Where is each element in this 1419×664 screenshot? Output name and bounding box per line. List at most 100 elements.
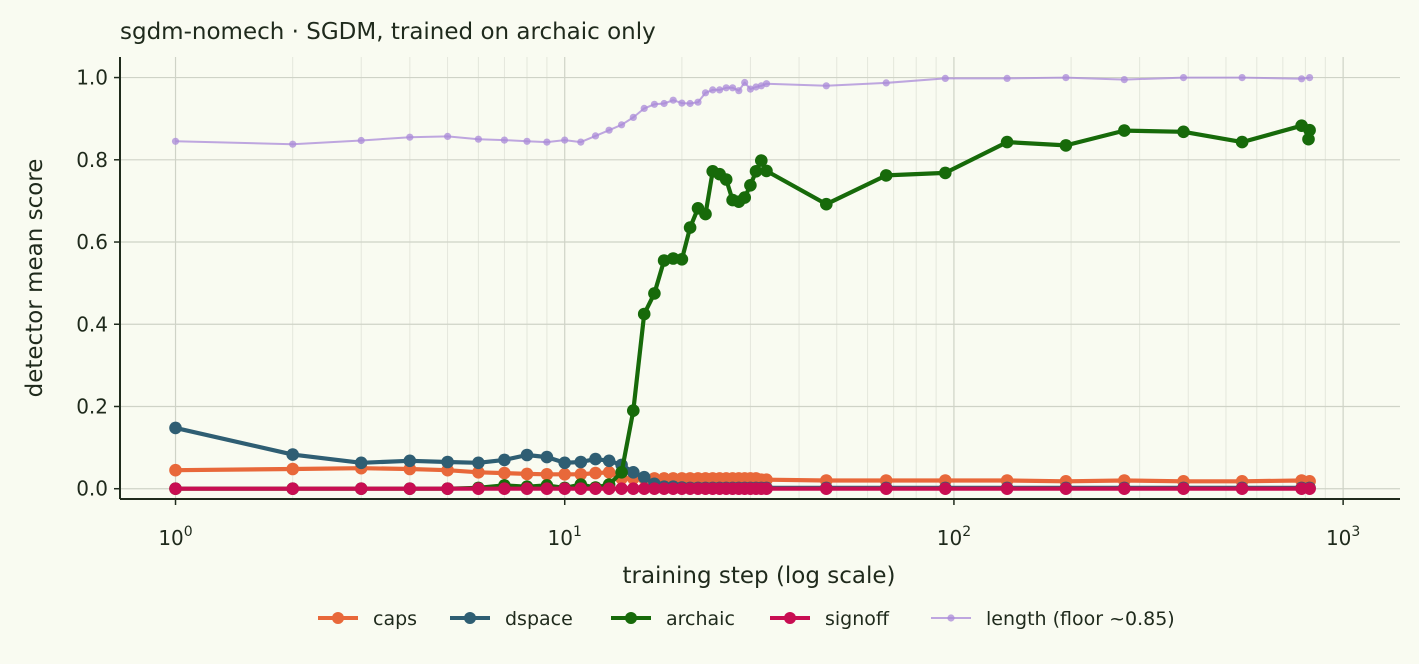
- data-point: [669, 96, 677, 104]
- data-point: [1179, 74, 1188, 82]
- x-tick-label: 103: [1326, 524, 1360, 550]
- legend-label: length (floor ~0.85): [986, 608, 1175, 630]
- data-point: [444, 132, 452, 140]
- data-point: [1298, 75, 1306, 83]
- legend-marker: [625, 612, 637, 624]
- series-length: [171, 74, 1314, 148]
- data-point: [403, 482, 417, 496]
- data-point: [640, 104, 648, 112]
- series-archaic: [169, 119, 1316, 496]
- legend-item: caps: [318, 608, 417, 630]
- x-tick-exponent: 0: [184, 524, 193, 540]
- data-point: [615, 466, 628, 479]
- legend-marker: [464, 612, 476, 624]
- data-point: [822, 82, 830, 90]
- data-point: [561, 136, 569, 144]
- data-point: [879, 482, 893, 496]
- y-tick-label: 0.2: [76, 394, 108, 418]
- data-point: [169, 463, 182, 477]
- data-point: [406, 133, 414, 141]
- data-point: [629, 113, 637, 121]
- data-point: [941, 74, 949, 82]
- data-point: [686, 99, 694, 108]
- data-point: [1120, 76, 1128, 84]
- x-tick-label: 102: [937, 524, 971, 550]
- data-point: [441, 455, 454, 469]
- data-point: [1177, 482, 1190, 496]
- data-point: [762, 80, 771, 88]
- data-point: [169, 482, 182, 496]
- legend-item: signoff: [770, 608, 890, 630]
- data-point: [637, 307, 651, 321]
- data-point: [648, 482, 661, 496]
- y-tick-label: 0.4: [76, 312, 108, 336]
- data-point: [716, 86, 724, 94]
- legend: caps dspace archaic signoff length (floor ~0…: [318, 608, 1175, 630]
- data-point: [169, 421, 182, 435]
- data-point: [574, 482, 588, 496]
- data-point: [574, 468, 588, 481]
- data-point: [735, 87, 743, 95]
- x-tick-exponent: 1: [573, 524, 582, 540]
- x-tick-exponent: 3: [1351, 524, 1360, 540]
- data-point: [577, 138, 585, 146]
- y-axis-label: detector mean score: [22, 159, 48, 398]
- data-point: [441, 482, 454, 496]
- data-point: [286, 462, 300, 476]
- data-point: [605, 126, 613, 134]
- data-point: [879, 169, 893, 182]
- data-point: [760, 482, 773, 496]
- data-point: [520, 482, 534, 496]
- legend-item: length (floor ~0.85): [931, 608, 1175, 630]
- data-point: [637, 470, 651, 484]
- y-tick-label: 0.6: [76, 230, 108, 254]
- data-point: [1302, 132, 1315, 146]
- y-tick-label: 0.0: [76, 477, 108, 501]
- data-point: [1003, 74, 1011, 82]
- data-point: [939, 482, 952, 496]
- data-point: [602, 454, 616, 468]
- data-point: [746, 85, 755, 93]
- data-point: [1177, 125, 1190, 139]
- data-point: [744, 179, 757, 192]
- data-point: [1000, 135, 1014, 149]
- data-point: [722, 84, 730, 92]
- data-point: [523, 137, 531, 145]
- data-point: [520, 467, 534, 481]
- data-point: [558, 456, 571, 470]
- data-point: [474, 135, 482, 143]
- data-point: [939, 166, 952, 180]
- data-point: [820, 197, 833, 211]
- x-tick-label: 101: [548, 524, 582, 550]
- legend-label: caps: [373, 608, 417, 630]
- legend-item: archaic: [611, 608, 735, 630]
- data-point: [354, 482, 368, 496]
- data-point: [540, 482, 554, 496]
- data-point: [1235, 135, 1249, 149]
- data-point: [558, 468, 571, 481]
- x-tick-label: 100: [158, 524, 192, 550]
- legend-marker: [784, 612, 796, 624]
- data-point: [498, 453, 511, 467]
- data-point: [650, 100, 659, 108]
- y-tick-label: 0.8: [76, 148, 108, 172]
- data-point: [882, 79, 890, 87]
- data-point: [540, 450, 554, 464]
- data-point: [627, 482, 640, 496]
- data-point: [589, 466, 602, 480]
- data-point: [709, 86, 717, 94]
- data-point: [657, 482, 671, 496]
- data-point: [699, 207, 712, 221]
- data-point: [683, 221, 697, 234]
- data-point: [660, 99, 668, 108]
- data-point: [755, 154, 768, 167]
- data-point: [820, 482, 833, 496]
- grid: [120, 57, 1400, 499]
- y-tick-label: 1.0: [76, 66, 108, 90]
- data-point: [589, 482, 602, 496]
- data-point: [286, 482, 300, 496]
- data-point: [719, 173, 733, 186]
